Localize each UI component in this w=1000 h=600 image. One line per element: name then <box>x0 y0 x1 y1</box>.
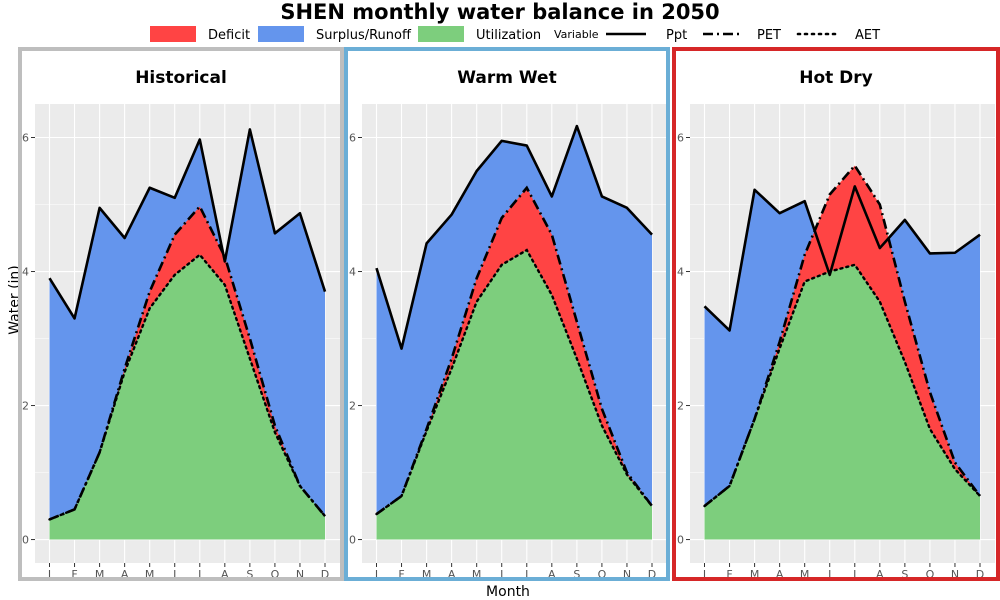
x-tick-label: M <box>95 568 105 581</box>
x-tick-label: A <box>448 568 456 581</box>
x-tick-label: O <box>271 568 280 581</box>
x-tick-label: A <box>221 568 229 581</box>
line-ppt <box>48 128 327 320</box>
y-tick-label: 0 <box>22 534 29 547</box>
y-tick-label: 6 <box>677 132 684 145</box>
legend-label-surplus-runoff: Surplus/Runoff <box>316 28 412 43</box>
x-tick-label: J <box>524 568 528 581</box>
line-pet <box>49 204 327 521</box>
area-utilization <box>376 250 652 540</box>
y-tick-label: 6 <box>22 132 29 145</box>
x-tick-label: J <box>702 568 706 581</box>
legend-label-deficit: Deficit <box>208 28 250 43</box>
chart-title: SHEN monthly water balance in 2050 <box>280 0 720 24</box>
legend: Deficit Surplus/Runoff Utilization Variable… <box>150 26 880 43</box>
line-ppt <box>703 185 981 332</box>
y-tick-label: 0 <box>677 534 684 547</box>
legend-swatch-utilization <box>418 26 464 42</box>
y-tick-label: 2 <box>22 400 29 413</box>
x-tick-label: J <box>374 568 378 581</box>
y-tick-label: 6 <box>349 132 356 145</box>
line-aet <box>703 263 982 508</box>
x-tick-label: D <box>321 568 329 581</box>
x-tick-label: J <box>827 568 831 581</box>
x-axis-title: Month <box>486 584 530 600</box>
x-tick-label: A <box>876 568 884 581</box>
legend-label-utilization: Utilization <box>476 28 541 43</box>
x-tick-label: D <box>976 568 984 581</box>
area-deficit <box>376 187 652 515</box>
y-tick-label: 0 <box>349 534 356 547</box>
x-tick-label: M <box>750 568 760 581</box>
x-tick-label: A <box>121 568 129 581</box>
x-tick-label: S <box>901 568 908 581</box>
y-tick-label: 4 <box>349 266 356 279</box>
x-tick-label: J <box>197 568 201 581</box>
x-tick-label: F <box>726 568 732 581</box>
line-aet <box>48 253 327 521</box>
x-tick-label: N <box>623 568 631 581</box>
y-tick-label: 2 <box>349 400 356 413</box>
x-tick-label: A <box>548 568 556 581</box>
y-tick-label: 4 <box>677 266 684 279</box>
x-tick-label: O <box>926 568 935 581</box>
legend-swatch-surplus-runoff <box>258 26 304 42</box>
panel-frame-historical <box>18 47 344 581</box>
x-tick-label: D <box>648 568 656 581</box>
x-tick-label: A <box>776 568 784 581</box>
x-tick-label: J <box>47 568 51 581</box>
x-tick-label: M <box>145 568 155 581</box>
x-tick-label: J <box>499 568 503 581</box>
x-tick-label: O <box>598 568 607 581</box>
panel-title-hot-dry: Hot Dry <box>799 68 873 88</box>
x-tick-label: S <box>246 568 253 581</box>
y-tick-label: 2 <box>677 400 684 413</box>
line-pet <box>375 185 654 516</box>
legend-label-pet: PET <box>757 28 781 43</box>
x-tick-label: N <box>296 568 304 581</box>
panel-title-historical: Historical <box>135 68 227 88</box>
x-tick-label: M <box>422 568 432 581</box>
legend-swatch-deficit <box>150 26 196 42</box>
x-tick-label: N <box>951 568 959 581</box>
legend-label-aet: AET <box>855 28 880 43</box>
x-tick-label: F <box>71 568 77 581</box>
x-tick-label: F <box>398 568 404 581</box>
y-tick-label: 4 <box>22 266 29 279</box>
x-tick-label: J <box>852 568 856 581</box>
panel-historical: 0 2 4 6 J F M A M J J A S O N D Historical <box>18 47 344 581</box>
legend-label-ppt: Ppt <box>666 28 687 43</box>
area-utilization <box>704 264 980 540</box>
area-utilization <box>49 254 325 540</box>
x-tick-label: M <box>472 568 482 581</box>
legend-line-title: Variable <box>554 28 599 41</box>
panel-warm-wet: 0 2 4 6 J F M A M J J A S O N D Warm Wet <box>344 47 670 581</box>
x-tick-label: M <box>800 568 810 581</box>
line-aet <box>375 248 654 516</box>
line-ppt <box>375 124 653 350</box>
x-tick-label: S <box>573 568 580 581</box>
panel-frame-warm-wet <box>344 47 670 581</box>
panel-hot-dry: 0 2 4 6 J F M A M J J A S O N D Hot Dry <box>672 47 1000 581</box>
x-tick-label: J <box>172 568 176 581</box>
panel-title-warm-wet: Warm Wet <box>457 68 556 88</box>
panel-frame-hot-dry <box>672 47 1000 581</box>
